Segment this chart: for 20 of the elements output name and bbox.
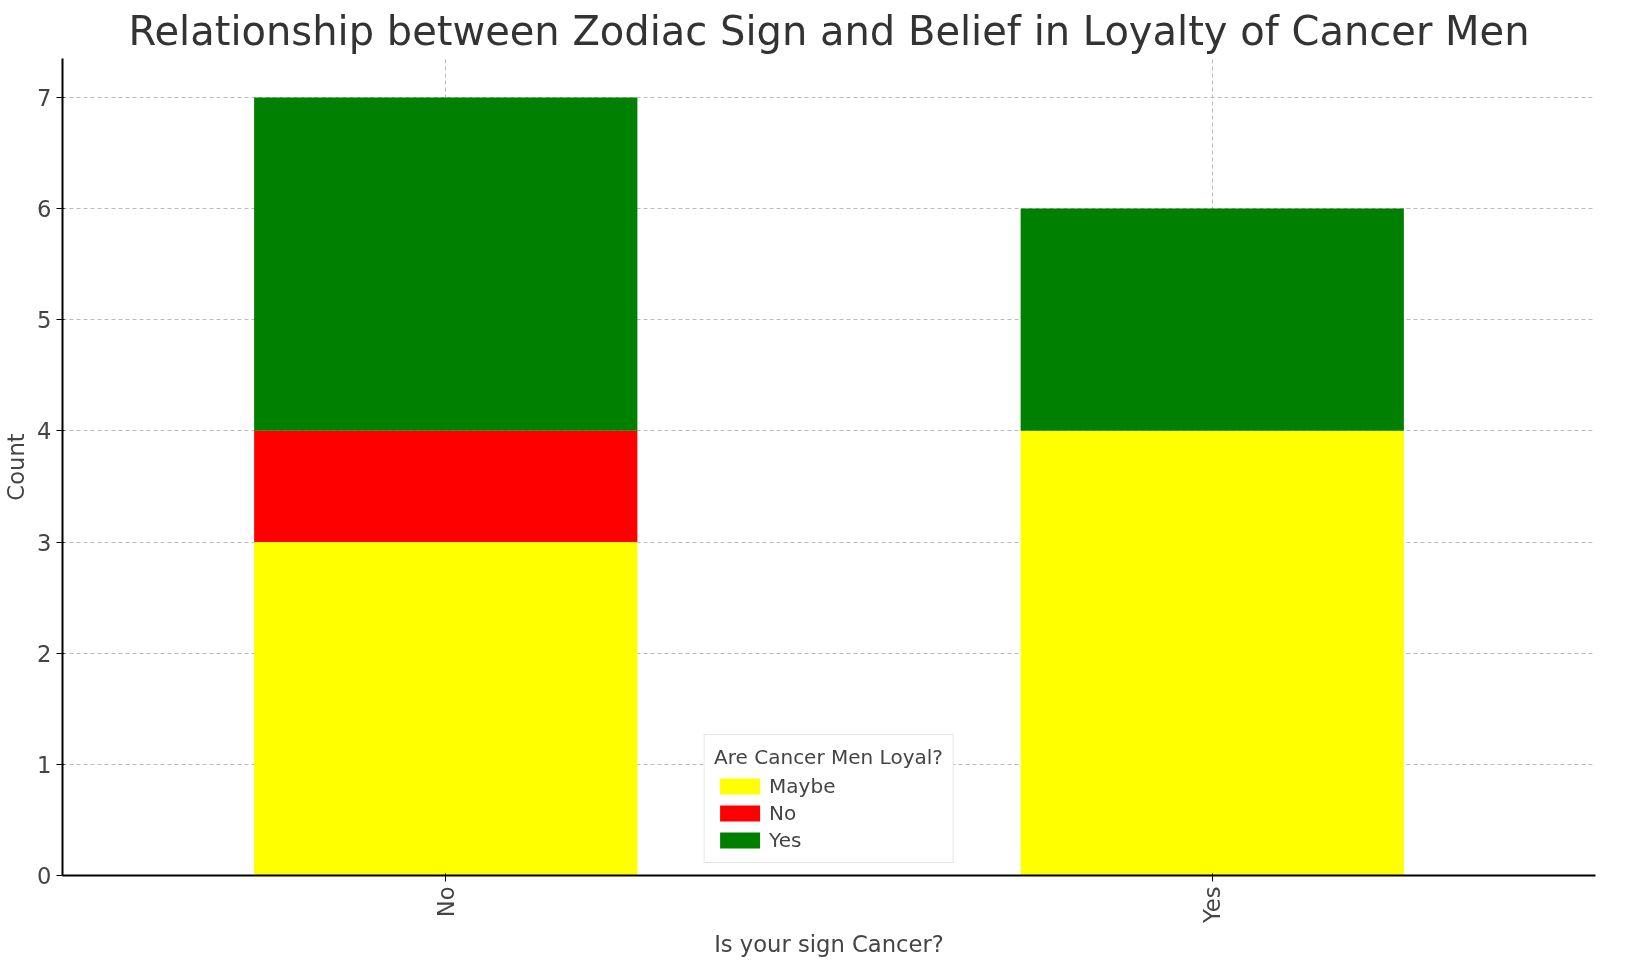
bar [1020,208,1404,431]
legend-label: Maybe [769,774,836,798]
legend-label: Yes [769,828,802,852]
y-tick-label: 2 [37,640,52,667]
bar [254,97,638,431]
x-axis-title: Is your sign Cancer? [714,931,944,958]
y-tick-label: 1 [37,751,52,778]
legend-label: No [769,801,797,825]
y-tick-label: 4 [37,418,52,445]
bar [254,542,638,876]
legend-title: Are Cancer Men Loyal? [714,745,943,769]
y-tick-label: 0 [37,863,52,889]
y-tick-label: 5 [37,307,52,334]
y-tick-label: 3 [37,529,52,556]
bar [1020,430,1404,876]
chart-title: Relationship between Zodiac Sign and Belief in Loyalty of Cancer Men [128,7,1530,54]
bar [254,430,638,543]
y-tick-label: 7 [37,84,52,111]
y-tick-label: 6 [37,196,52,223]
y-axis-title: Count [3,433,30,501]
